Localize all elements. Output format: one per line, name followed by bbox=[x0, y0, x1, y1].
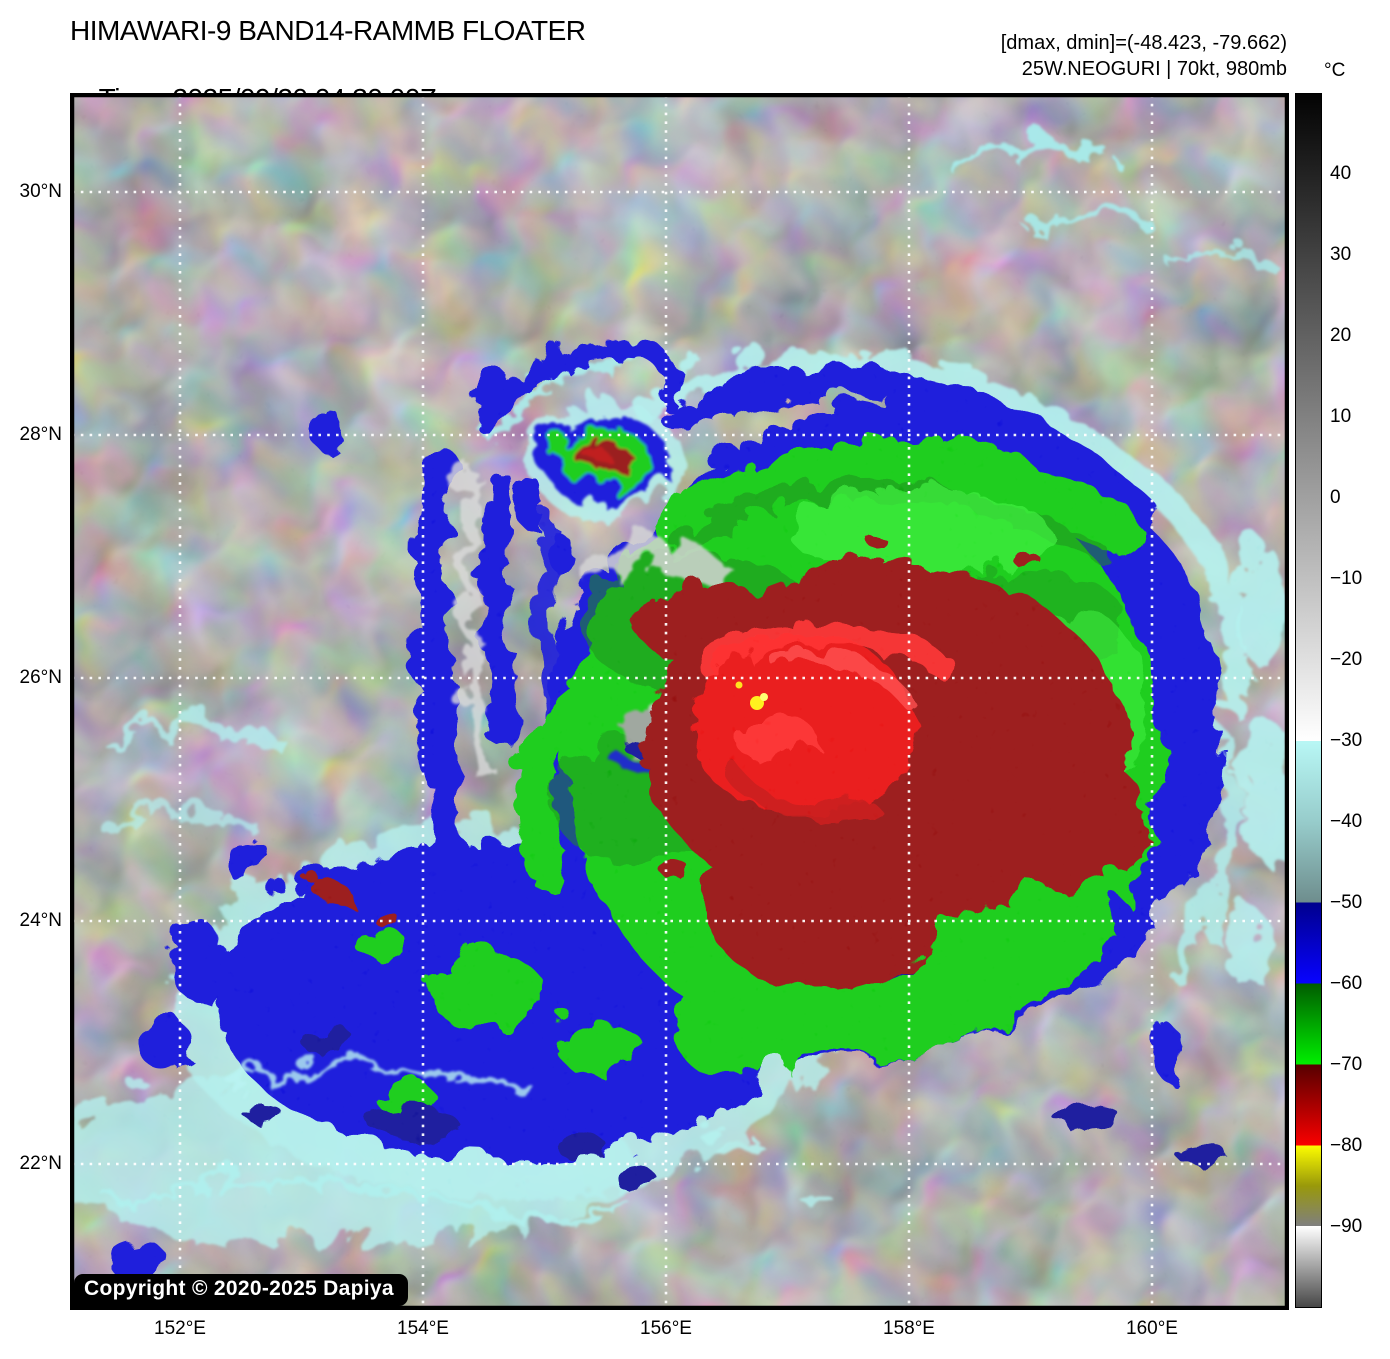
colorbar-tick-label: 0 bbox=[1330, 487, 1341, 508]
lat-tick-label: 24°N bbox=[19, 910, 62, 931]
colorbar-tick-label: −80 bbox=[1330, 1135, 1363, 1156]
lat-tick-label: 30°N bbox=[19, 181, 62, 202]
lat-tick-label: 28°N bbox=[19, 424, 62, 445]
colorbar-tick-label: −30 bbox=[1330, 730, 1363, 751]
lon-tick-label: 160°E bbox=[1126, 1318, 1178, 1339]
colorbar-tick-label: −10 bbox=[1330, 568, 1363, 589]
lon-tick-label: 154°E bbox=[397, 1318, 449, 1339]
colorbar-tick-label: −40 bbox=[1330, 811, 1363, 832]
lon-tick-label: 152°E bbox=[154, 1318, 206, 1339]
map-border bbox=[72, 95, 1287, 1308]
page-title: HIMAWARI-9 BAND14-RAMMB FLOATER bbox=[70, 15, 586, 46]
copyright-badge: Copyright © 2020-2025 Dapiya bbox=[74, 1274, 408, 1306]
colorbar-tick-label: 20 bbox=[1330, 325, 1352, 346]
lon-tick-label: 158°E bbox=[883, 1318, 935, 1339]
satellite-map: Copyright © 2020-2025 Dapiya bbox=[70, 93, 1289, 1310]
colorbar-tick-label: −90 bbox=[1330, 1216, 1363, 1237]
storm-info-label: 25W.NEOGURI | 70kt, 980mb bbox=[1021, 58, 1287, 80]
lon-tick-label: 156°E bbox=[640, 1318, 692, 1339]
colorbar-tick-label: 40 bbox=[1330, 163, 1352, 184]
colorbar-tick-label: 10 bbox=[1330, 406, 1352, 427]
colorbar-tick-label: 30 bbox=[1330, 244, 1352, 265]
lat-tick-label: 26°N bbox=[19, 667, 62, 688]
dmax-dmin-label: [dmax, dmin]=(-48.423, -79.662) bbox=[1000, 32, 1287, 54]
colorbar-unit-label: °C bbox=[1324, 60, 1346, 81]
satellite-image bbox=[72, 95, 1287, 1308]
lat-tick-label: 22°N bbox=[19, 1153, 62, 1174]
graticule-grid-lines bbox=[72, 95, 1287, 1308]
noise-texture-overlay bbox=[72, 95, 1287, 1308]
colorbar-tick-label: −60 bbox=[1330, 973, 1363, 994]
annotation-block: [dmax, dmin]=(-48.423, -79.662) 25W.NEOG… bbox=[1001, 30, 1287, 82]
colorbar-tick-label: −20 bbox=[1330, 649, 1363, 670]
colorbar-tick-label: −50 bbox=[1330, 892, 1363, 913]
colorbar bbox=[1295, 93, 1322, 1308]
colorbar-tick-label: −70 bbox=[1330, 1054, 1363, 1075]
